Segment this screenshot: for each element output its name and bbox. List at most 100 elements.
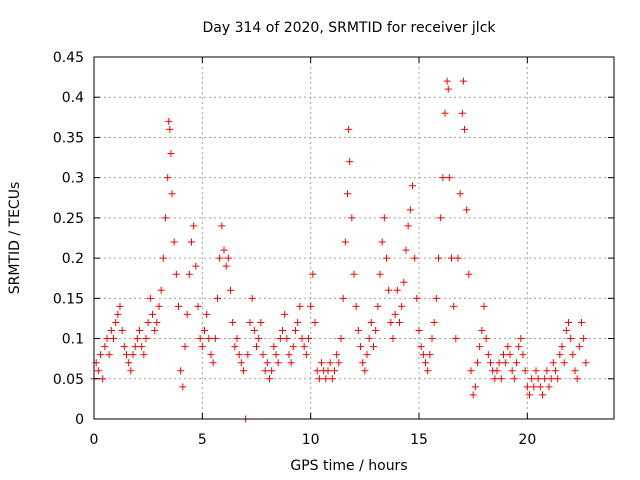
plot-frame — [93, 56, 615, 420]
data-point — [164, 174, 172, 182]
data-point — [370, 343, 377, 351]
data-point — [311, 318, 319, 326]
data-point — [443, 77, 451, 85]
data-point — [567, 335, 575, 343]
data-point — [99, 375, 107, 383]
data-point — [331, 367, 338, 375]
data-point — [476, 343, 484, 351]
data-point — [287, 359, 295, 367]
data-point — [283, 335, 291, 343]
data-point — [149, 310, 156, 318]
data-point — [261, 367, 269, 375]
data-point — [112, 318, 120, 326]
data-point — [263, 359, 271, 367]
data-point — [110, 335, 117, 343]
data-point — [138, 343, 146, 351]
data-point — [367, 318, 375, 326]
data-point — [131, 343, 139, 351]
data-point — [125, 359, 133, 367]
data-point — [259, 351, 267, 359]
data-point — [415, 327, 423, 335]
data-point — [502, 359, 510, 367]
data-point — [519, 351, 527, 359]
data-point — [337, 335, 345, 343]
data-point — [404, 222, 412, 230]
data-point — [448, 254, 455, 262]
data-point — [432, 294, 440, 302]
data-point — [459, 77, 467, 85]
y-axis-label: SRMTID / TECUs — [7, 182, 23, 295]
data-point — [422, 359, 429, 367]
data-point — [222, 262, 230, 270]
y-tick-label: 0.4 — [62, 90, 84, 106]
data-point — [374, 302, 382, 310]
y-tick-label: 0.1 — [62, 332, 84, 348]
data-point — [315, 375, 323, 383]
data-point — [248, 294, 256, 302]
data-point — [318, 359, 325, 367]
x-tick-label: 0 — [90, 432, 99, 448]
data-point — [114, 310, 122, 318]
data-point — [224, 254, 232, 262]
data-point — [582, 359, 590, 367]
data-point — [116, 302, 124, 310]
data-point — [281, 310, 289, 318]
data-point — [396, 318, 403, 326]
data-point — [458, 109, 466, 117]
y-tick-label: 0.05 — [53, 372, 84, 388]
data-point — [246, 318, 254, 326]
data-point — [172, 270, 180, 278]
data-point — [426, 351, 434, 359]
data-point — [244, 351, 252, 359]
data-point — [168, 190, 176, 198]
data-point — [385, 286, 393, 294]
data-point — [528, 375, 536, 383]
data-point — [444, 85, 452, 93]
data-point — [552, 367, 559, 375]
data-point — [491, 375, 499, 383]
data-point — [302, 351, 310, 359]
data-point — [402, 246, 410, 254]
data-point — [326, 359, 334, 367]
data-point — [454, 254, 462, 262]
data-point — [188, 238, 195, 246]
data-point — [513, 359, 520, 367]
data-point — [569, 351, 577, 359]
data-point — [484, 351, 492, 359]
data-point — [487, 359, 494, 367]
data-point — [272, 351, 280, 359]
data-point — [218, 222, 226, 230]
data-point — [159, 254, 167, 262]
data-point — [307, 302, 315, 310]
data-point — [469, 391, 477, 399]
data-point — [133, 335, 141, 343]
data-point — [383, 254, 390, 262]
data-point — [127, 367, 135, 375]
data-point — [194, 302, 202, 310]
data-point — [389, 335, 397, 343]
y-tick-label: 0.3 — [62, 171, 84, 187]
data-point — [201, 327, 208, 335]
data-point — [411, 254, 419, 262]
data-point — [276, 335, 284, 343]
data-point — [391, 310, 399, 318]
data-point — [493, 367, 501, 375]
data-point — [305, 335, 312, 343]
data-point — [543, 367, 551, 375]
data-point — [146, 294, 154, 302]
data-point — [240, 367, 247, 375]
data-point — [361, 367, 369, 375]
data-point — [339, 294, 347, 302]
labels-layer: 0 5 10 15 20 0 0.05 0.1 0.15 0.2 0.25 0.3 0.35 0.4 0.4… — [53, 50, 536, 448]
data-point — [250, 327, 258, 335]
data-point — [441, 109, 449, 117]
chart-title: Day 314 of 2020, SRMTID for receiver jlc… — [203, 20, 497, 36]
data-point — [324, 367, 332, 375]
data-point — [105, 351, 113, 359]
data-point — [190, 222, 198, 230]
data-point — [562, 327, 570, 335]
data-point — [322, 375, 330, 383]
data-point — [437, 214, 445, 222]
data-point — [153, 318, 161, 326]
